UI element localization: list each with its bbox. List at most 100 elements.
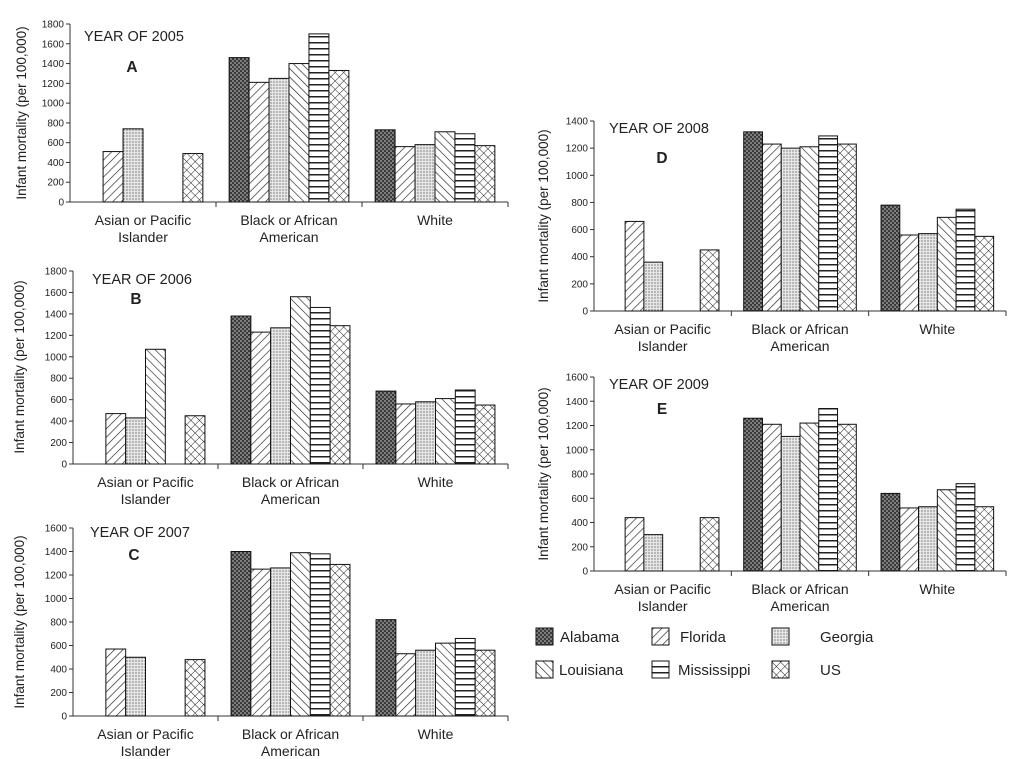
chart-panel-e: 0 200 400 600 800 1000 1200 1400 1600 Asian or Pa…	[536, 373, 1007, 614]
bar-florida-3	[899, 507, 920, 572]
y-tick-label: 1400	[42, 59, 65, 70]
y-tick-label: 800	[571, 198, 588, 209]
legend-label: Alabama	[560, 629, 620, 646]
bar-us-2	[328, 69, 350, 203]
bar-us-3	[474, 649, 496, 717]
bar-mississippi-3	[454, 389, 476, 465]
bar-us-1	[184, 415, 206, 465]
y-tick-label: 200	[50, 688, 67, 699]
category-label: Black or African	[242, 726, 339, 742]
bar-georgia-1	[125, 656, 146, 717]
category-label: White	[418, 474, 454, 490]
bar-georgia-3	[414, 144, 436, 203]
bar-alabama-3	[375, 390, 397, 465]
y-tick-label: 1400	[566, 397, 589, 408]
bar-us-3	[474, 404, 496, 465]
bar-georgia-3	[415, 401, 436, 465]
y-tick-label: 600	[50, 395, 67, 406]
bar-alabama-3	[375, 619, 397, 717]
bar-alabama-3	[880, 204, 901, 312]
legend-item-mississippi: Mississippi	[651, 660, 751, 679]
panel-letter: A	[126, 59, 137, 76]
bar-florida-2	[250, 568, 272, 717]
y-tick-label: 400	[571, 252, 588, 263]
chart-panel-c: 0 200 400 600 800 1000 1200 1400 1600 Asian or Pa…	[12, 524, 509, 759]
y-tick-label: 600	[571, 494, 588, 505]
y-tick-label: 1200	[566, 144, 589, 155]
bar-mississippi-2	[308, 33, 330, 203]
bar-mississippi-3	[955, 208, 976, 312]
category-label: American	[259, 229, 318, 245]
bar-georgia-1	[643, 534, 664, 572]
bar-us-2	[329, 325, 351, 465]
bar-alabama-2	[743, 131, 763, 312]
bar-us-2	[329, 563, 351, 717]
chart-panel-a: 0 200 400 600 800 1000 1200 1400 1600 1800 Asian o…	[14, 20, 509, 245]
bar-us-1	[699, 249, 720, 312]
category-label: White	[919, 321, 955, 337]
y-tick-label: 0	[582, 307, 588, 318]
panel-title: YEAR OF 2005	[84, 29, 184, 45]
y-tick-label: 600	[571, 225, 588, 236]
bar-louisiana-3	[936, 489, 957, 572]
legend-swatch-georgia	[771, 627, 790, 646]
bar-georgia-2	[780, 435, 801, 572]
y-tick-label: 1000	[42, 99, 65, 110]
y-tick-label: 1000	[566, 171, 589, 182]
panel-title: YEAR OF 2007	[90, 525, 190, 541]
legend-swatch-alabama	[535, 627, 554, 646]
bar-georgia-2	[270, 567, 291, 717]
chart-panel-d: 0 200 400 600 800 1000 1200 1400 Asian or Pacifi…	[536, 117, 1007, 354]
category-label: Black or African	[242, 474, 339, 490]
bar-florida-3	[395, 403, 417, 465]
legend-item-alabama: Alabama	[535, 627, 620, 646]
y-axis-title: Infant mortality (per 100,000)	[12, 280, 27, 453]
bar-alabama-2	[230, 315, 252, 465]
y-axis-title: Infant mortality (per 100,000)	[536, 387, 551, 560]
category-label: White	[919, 581, 955, 597]
bar-georgia-3	[918, 506, 938, 572]
y-tick-label: 200	[50, 438, 67, 449]
y-tick-label: 1000	[45, 352, 68, 363]
bar-us-2	[837, 423, 857, 572]
bar-alabama-2	[228, 57, 250, 203]
y-tick-label: 400	[571, 518, 588, 529]
bar-alabama-2	[743, 417, 763, 572]
bar-mississippi-3	[955, 483, 976, 572]
bar-louisiana-2	[290, 296, 311, 465]
y-tick-label: 600	[50, 641, 67, 652]
bar-louisiana-2	[799, 146, 820, 312]
legend-swatch-mississippi	[651, 660, 670, 679]
bar-alabama-2	[230, 551, 252, 717]
bar-georgia-1	[122, 128, 144, 203]
bar-us-1	[184, 659, 206, 717]
bar-georgia-2	[270, 327, 291, 465]
y-axis-title: Infant mortality (per 100,000)	[536, 129, 551, 302]
bar-florida-3	[899, 234, 920, 312]
y-tick-label: 1600	[42, 39, 65, 50]
legend-label: Georgia	[820, 629, 874, 646]
y-tick-label: 1200	[45, 571, 68, 582]
bar-us-3	[474, 145, 496, 203]
category-label: White	[417, 212, 453, 228]
y-tick-label: 1600	[45, 288, 68, 299]
bar-louisiana-2	[290, 552, 311, 717]
y-tick-label: 1400	[45, 309, 68, 320]
legend-label: US	[820, 662, 841, 679]
y-tick-label: 200	[571, 279, 588, 290]
bar-mississippi-2	[309, 306, 331, 465]
bar-louisiana-3	[435, 642, 456, 717]
bar-louisiana-3	[435, 398, 456, 465]
bar-florida-1	[624, 220, 645, 312]
category-label: Black or African	[751, 321, 848, 337]
y-tick-label: 1800	[45, 267, 68, 278]
category-label: Asian or Pacific	[614, 581, 710, 597]
bar-florida-1	[624, 517, 645, 572]
bar-louisiana-1	[145, 348, 166, 465]
bar-georgia-1	[643, 261, 664, 312]
bar-florida-1	[105, 413, 127, 465]
bar-florida-1	[102, 151, 124, 203]
bar-mississippi-2	[309, 553, 331, 717]
legend-swatch-florida	[651, 627, 670, 646]
legend: Alabama Florida Georgia Louisiana Mississipp…	[535, 627, 874, 679]
